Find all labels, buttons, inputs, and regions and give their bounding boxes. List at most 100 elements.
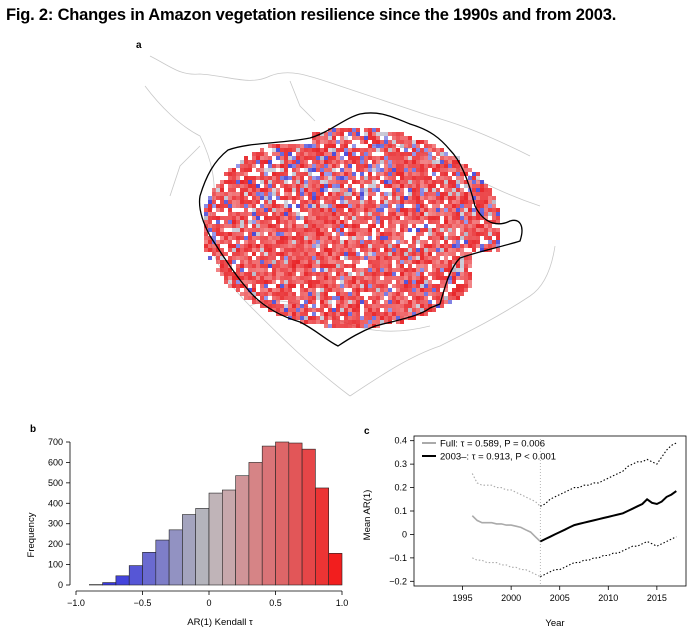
map-cell xyxy=(492,196,496,200)
map-cell xyxy=(460,208,464,212)
map-cell xyxy=(348,148,352,152)
map-cell xyxy=(420,168,424,172)
map-cell xyxy=(412,260,416,264)
map-cell xyxy=(332,320,336,324)
map-cell xyxy=(252,204,256,208)
map-cell xyxy=(300,272,304,276)
map-cell xyxy=(344,272,348,276)
map-cell xyxy=(364,156,368,160)
map-cell xyxy=(296,224,300,228)
map-cell xyxy=(296,248,300,252)
map-cell xyxy=(456,236,460,240)
map-cell xyxy=(428,212,432,216)
map-cell xyxy=(416,188,420,192)
map-cell xyxy=(284,192,288,196)
map-cell xyxy=(232,176,236,180)
map-cell xyxy=(476,224,480,228)
map-cell xyxy=(396,320,400,324)
map-cell xyxy=(244,236,248,240)
map-cell xyxy=(300,156,304,160)
map-cell xyxy=(400,156,404,160)
map-cell xyxy=(224,224,228,228)
map-cell xyxy=(456,268,460,272)
map-cell xyxy=(368,260,372,264)
map-cell xyxy=(208,204,212,208)
map-cell xyxy=(296,256,300,260)
map-cell xyxy=(364,276,368,280)
map-cell xyxy=(284,244,288,248)
line-x-tick-label: 1995 xyxy=(453,593,473,603)
map-cell xyxy=(440,200,444,204)
map-cell xyxy=(324,228,328,232)
map-cell xyxy=(288,276,292,280)
map-cell xyxy=(328,172,332,176)
map-cell xyxy=(324,144,328,148)
map-cell xyxy=(420,292,424,296)
map-cell xyxy=(280,148,284,152)
map-cell xyxy=(244,256,248,260)
map-cell xyxy=(244,204,248,208)
map-cell xyxy=(360,240,364,244)
map-cell xyxy=(348,256,352,260)
map-cell xyxy=(492,244,496,248)
map-cell xyxy=(340,224,344,228)
map-cell xyxy=(364,228,368,232)
map-cell xyxy=(384,240,388,244)
map-cell xyxy=(260,152,264,156)
map-cell xyxy=(452,220,456,224)
map-cell xyxy=(464,180,468,184)
map-cell xyxy=(316,316,320,320)
map-cell xyxy=(204,228,208,232)
map-cell xyxy=(260,196,264,200)
map-cell xyxy=(260,228,264,232)
map-cell xyxy=(392,180,396,184)
map-cell xyxy=(216,228,220,232)
map-cell xyxy=(400,144,404,148)
map-cell xyxy=(392,188,396,192)
map-cell xyxy=(288,236,292,240)
map-cell xyxy=(288,284,292,288)
map-cell xyxy=(408,260,412,264)
map-cell xyxy=(476,192,480,196)
map-cell xyxy=(280,156,284,160)
line-x-tick-label: 2005 xyxy=(550,593,570,603)
map-cell xyxy=(332,176,336,180)
map-cell xyxy=(348,212,352,216)
map-cell xyxy=(428,248,432,252)
map-cell xyxy=(332,228,336,232)
map-cell xyxy=(412,140,416,144)
map-cell xyxy=(468,272,472,276)
map-cell xyxy=(296,148,300,152)
map-cell xyxy=(220,196,224,200)
map-cell xyxy=(320,224,324,228)
map-cell xyxy=(460,232,464,236)
map-cell xyxy=(336,304,340,308)
histogram-x-tick-label: −0.5 xyxy=(134,598,152,608)
map-cell xyxy=(276,284,280,288)
map-cell xyxy=(292,216,296,220)
map-cell xyxy=(396,232,400,236)
map-cell xyxy=(212,216,216,220)
map-cell xyxy=(296,152,300,156)
map-cell xyxy=(248,256,252,260)
map-cell xyxy=(328,200,332,204)
map-cell xyxy=(300,192,304,196)
map-cell xyxy=(312,248,316,252)
map-cell xyxy=(436,268,440,272)
map-cell xyxy=(292,256,296,260)
map-cell xyxy=(268,308,272,312)
map-cell xyxy=(244,284,248,288)
map-cell xyxy=(380,296,384,300)
map-cell xyxy=(312,152,316,156)
map-cell xyxy=(388,216,392,220)
map-cell xyxy=(444,172,448,176)
map-cell xyxy=(432,164,436,168)
map-cell xyxy=(380,208,384,212)
map-cell xyxy=(324,136,328,140)
map-cell xyxy=(328,232,332,236)
map-cell xyxy=(428,280,432,284)
map-cell xyxy=(288,208,292,212)
map-cell xyxy=(304,180,308,184)
map-cell xyxy=(324,172,328,176)
map-cell xyxy=(316,160,320,164)
